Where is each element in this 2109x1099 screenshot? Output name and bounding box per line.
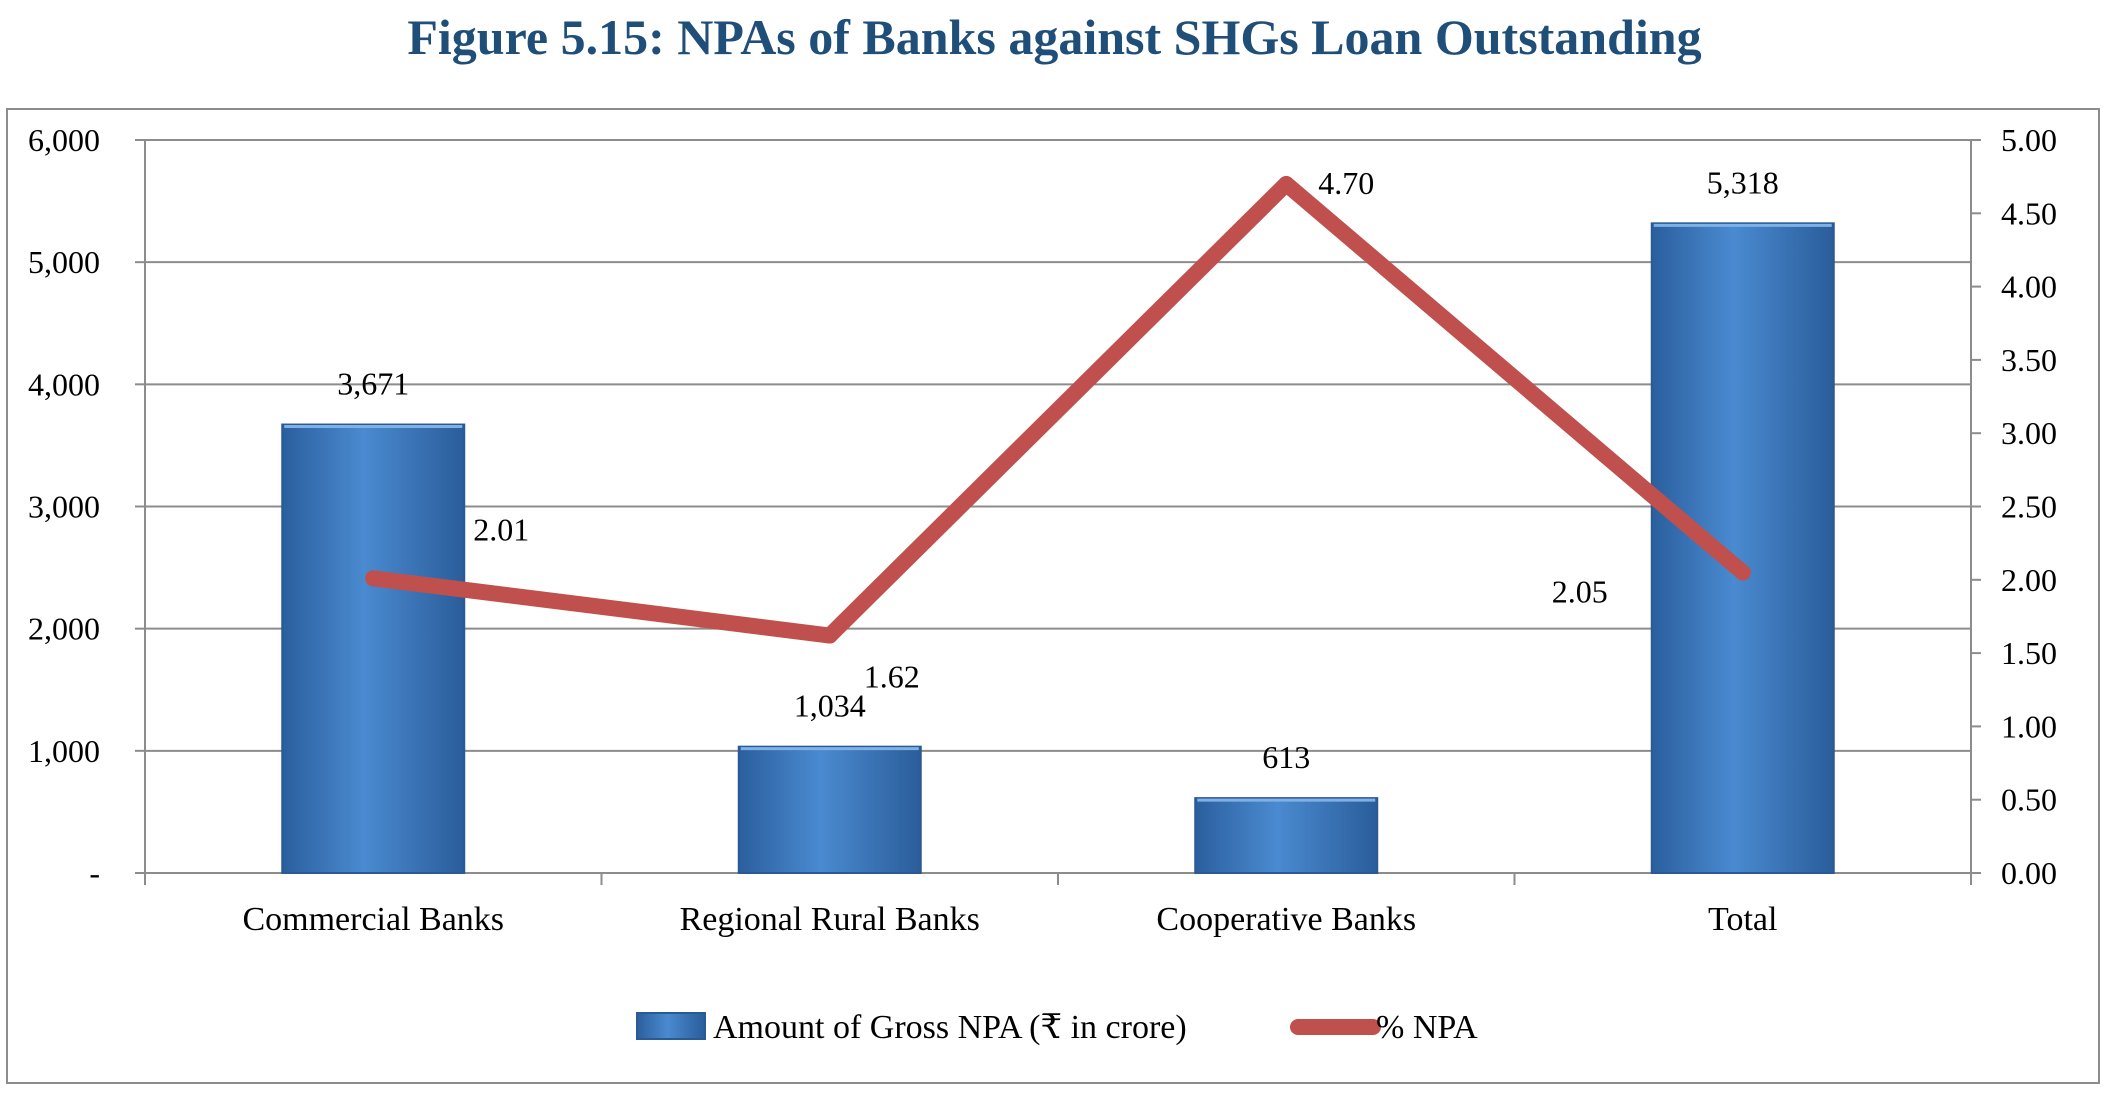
legend-bar-swatch <box>636 1012 706 1040</box>
y-left-tick-label: 4,000 <box>28 366 100 402</box>
y-right-tick-label: 1.50 <box>2001 635 2057 671</box>
npa-percent-point <box>365 570 382 587</box>
chart-frame <box>6 108 2100 1084</box>
npa-percent-point <box>821 627 838 644</box>
x-category-label: Cooperative Banks <box>1156 901 1416 938</box>
bar <box>281 423 466 874</box>
y-left-tick-label: 6,000 <box>28 122 100 158</box>
line-value-label: 2.01 <box>473 511 529 547</box>
line-value-label: 4.70 <box>1318 165 1374 201</box>
bar-value-label: 1,034 <box>794 688 866 724</box>
y-left-tick-label: 3,000 <box>28 489 100 525</box>
x-category-label: Commercial Banks <box>242 901 504 938</box>
npa-percent-line <box>365 175 1751 644</box>
y-left-tick-label: 5,000 <box>28 244 100 280</box>
bar <box>1194 797 1379 874</box>
y-left-tick-label: 2,000 <box>28 611 100 647</box>
bar <box>1650 222 1835 874</box>
y-right-tick-label: 2.50 <box>2001 489 2057 525</box>
legend: Amount of Gross NPA (₹ in crore) % NPA <box>636 1009 1478 1046</box>
axes: - 1,000 2,000 3,000 4,000 5,000 6,000 0.00 0.50 1… <box>28 122 2057 938</box>
y-right-tick-label: 3.00 <box>2001 415 2057 451</box>
data-labels: 3,671 1,034 613 5,318 2.01 1.62 4.70 2.05 <box>337 164 1779 775</box>
y-right-tick-label: 0.50 <box>2001 782 2057 818</box>
y-left-tick-label: 1,000 <box>28 733 100 769</box>
bar-series <box>281 222 1835 875</box>
x-category-label: Regional Rural Banks <box>680 901 980 938</box>
bar <box>737 745 922 875</box>
y-right-tick-label: 4.50 <box>2001 195 2057 231</box>
bar-value-label: 3,671 <box>337 366 409 402</box>
bar-value-label: 613 <box>1262 739 1310 775</box>
y-right-tick-label: 4.00 <box>2001 269 2057 305</box>
y-right-tick-label: 1.00 <box>2001 708 2057 744</box>
y-right-tick-label: 0.00 <box>2001 855 2057 891</box>
x-category-label: Total <box>1708 901 1777 938</box>
line-value-label: 1.62 <box>864 659 920 695</box>
y-right-tick-label: 2.00 <box>2001 562 2057 598</box>
line-value-label: 2.05 <box>1552 573 1608 609</box>
npa-percent-point <box>1278 175 1295 192</box>
npa-percent-point <box>1734 564 1751 581</box>
bar-value-label: 5,318 <box>1707 164 1779 200</box>
figure-title: Figure 5.15: NPAs of Banks against SHGs … <box>407 9 1702 65</box>
y-right-tick-label: 5.00 <box>2001 122 2057 158</box>
line-series <box>365 175 1751 644</box>
y-left-tick-label: - <box>89 855 100 891</box>
legend-bar-label: Amount of Gross NPA (₹ in crore) <box>713 1009 1187 1046</box>
legend-line-label: % NPA <box>1376 1009 1478 1046</box>
y-right-tick-label: 3.50 <box>2001 342 2057 378</box>
